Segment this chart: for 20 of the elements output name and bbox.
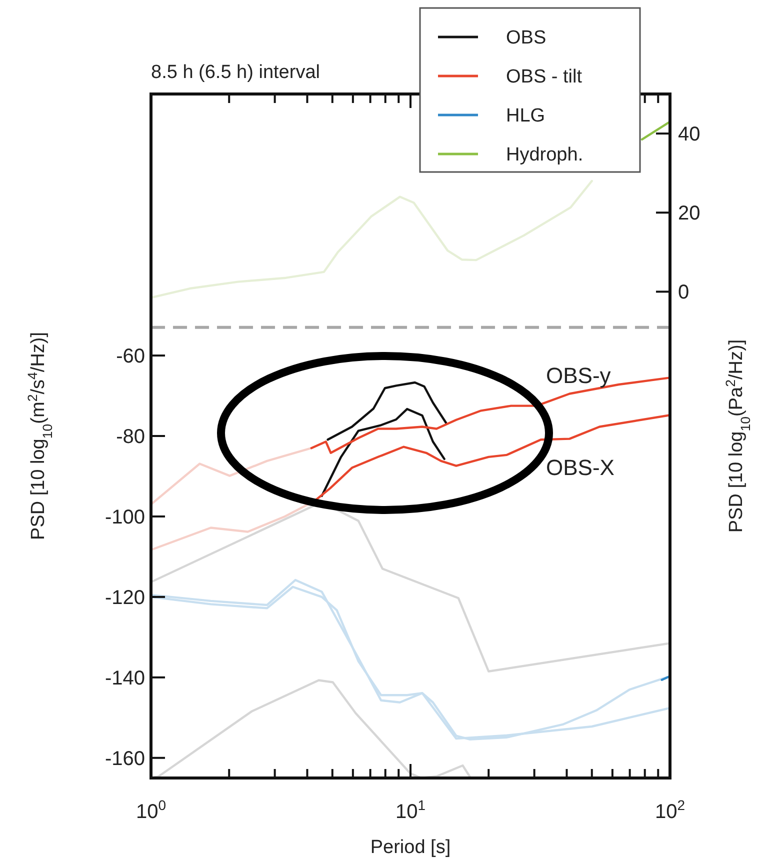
x-tick-label: 10$^{1}$	[395, 797, 426, 823]
x-tick-label: 10$^{2}$	[654, 797, 686, 823]
annotation: OBS-y	[546, 363, 611, 388]
x-axis-title: Period [s]	[370, 837, 451, 858]
y-tick-label: -160	[104, 748, 145, 770]
legend-label: OBS - tilt	[506, 66, 583, 88]
y-tick-label: -80	[116, 426, 145, 448]
legend-label: Hydroph.	[506, 144, 584, 166]
x-tick-label: 10$^{0}$	[136, 797, 166, 823]
chart-title: 8.5 h (6.5 h) interval	[151, 62, 320, 83]
legend-label: OBS	[506, 28, 546, 49]
annotation: OBS-X	[546, 455, 615, 480]
y2-tick-label: 40	[678, 124, 700, 146]
y-tick-label: -100	[104, 506, 145, 528]
y-tick-label: -60	[116, 346, 145, 368]
y-tick-label: -120	[104, 586, 145, 609]
y-tick-label: -140	[104, 667, 145, 690]
legend-label: HLG	[506, 106, 546, 127]
y2-tick-label: 0	[678, 282, 690, 304]
y2-tick-label: 20	[678, 202, 700, 225]
